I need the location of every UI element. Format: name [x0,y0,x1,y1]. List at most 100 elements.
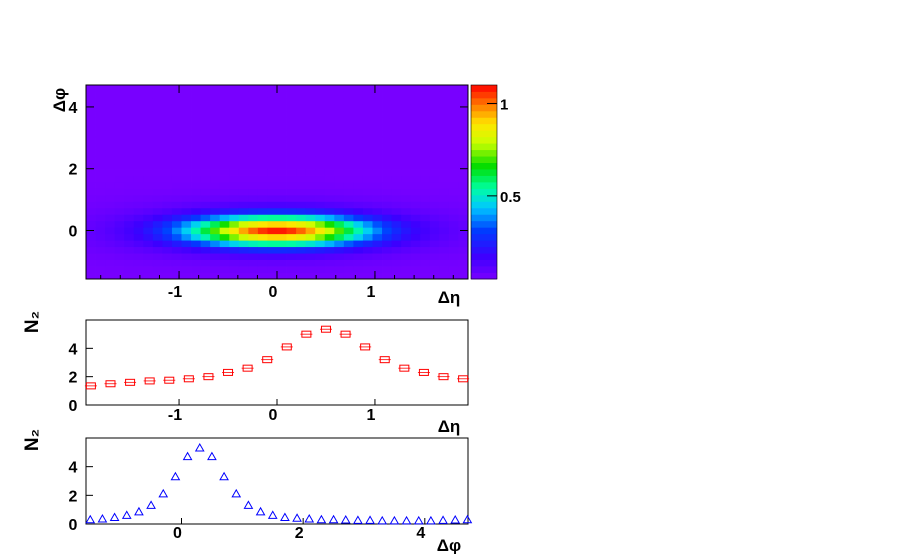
heatmap-cell [105,123,116,131]
heatmap-cell [343,220,354,228]
phi-plot-frame [85,437,469,525]
heatmap-cell [248,214,259,222]
heatmap-cell [95,123,106,131]
heatmap-cell [382,220,392,228]
heatmap-cell [439,175,450,183]
heatmap-cell [181,85,192,92]
heatmap-cell [439,130,450,138]
heatmap-cell [162,214,173,222]
heatmap-cell [334,272,345,280]
heatmap-cell [267,104,278,112]
colorbar-segment [471,201,497,209]
heatmap-cell [238,259,249,267]
heatmap-cell [86,162,96,170]
heatmap-cell [181,182,192,189]
heatmap-cell [420,253,431,260]
heatmap-cell [353,97,364,105]
heatmap-cell [343,266,354,273]
heatmap-cell [439,253,450,260]
colorbar-segment [471,117,497,125]
heatmap-cell [277,259,287,267]
heatmap-cell [382,85,392,92]
heatmap-cell [124,162,135,170]
heatmap-cell [238,233,249,241]
heatmap-cell [420,207,431,215]
heatmap-cell [448,272,459,280]
heatmap-cell [362,156,373,163]
heatmap-cell [86,182,96,189]
heatmap-cell [229,201,240,209]
heatmap-cell [133,156,144,163]
heatmap-cell [286,175,297,183]
data-point [146,500,156,509]
heatmap-ytick-label: 0 [69,224,78,241]
heatmap-cell [133,233,144,241]
heatmap-cell [391,259,402,267]
heatmap-cell [143,246,154,254]
heatmap-cell [429,156,440,163]
heatmap-cell [210,266,221,273]
heatmap-cell [105,162,116,170]
heatmap-cell [105,130,116,138]
heatmap-cell [162,85,173,92]
colorbar-segment [471,266,497,273]
heatmap-cell [439,246,450,254]
heatmap-cell [391,194,402,202]
heatmap-cell [229,91,240,99]
heatmap-cell [248,156,259,163]
heatmap-cell [286,253,297,260]
heatmap-cell [334,266,345,273]
heatmap-cell [401,85,412,92]
heatmap-cell [105,272,116,280]
heatmap-cell [171,104,182,112]
heatmap-cell [200,194,211,202]
heatmap-cell [181,97,192,105]
heatmap-cell [382,233,392,241]
heatmap-cell [86,149,96,157]
heatmap-cell [248,117,259,125]
heatmap-cell [219,272,230,280]
heatmap-cell [267,130,278,138]
heatmap-cell [133,220,144,228]
colorbar-segment [471,259,497,267]
heatmap-cell [248,253,259,260]
heatmap-yticklabels: 0 2 4 [69,100,78,241]
heatmap-cell [410,85,421,92]
heatmap-cell [181,188,192,196]
heatmap-cell [114,182,125,189]
heatmap-cell [305,246,316,254]
heatmap-cell [86,104,96,112]
heatmap-cell [353,246,364,254]
heatmap-cell [429,214,440,222]
heatmap-cell [362,162,373,170]
heatmap-cell [105,143,116,151]
heatmap-cell [86,220,96,228]
heatmap-ylabel: Δφ [50,88,69,112]
heatmap-cell [105,91,116,99]
heatmap-cell [296,130,307,138]
heatmap-cell [229,85,240,92]
heatmap-cell [86,201,96,209]
heatmap-cell [105,259,116,267]
heatmap-cell [315,130,326,138]
heatmap-cell [219,123,230,131]
heatmap-xtick-label: -1 [168,284,182,301]
heatmap-cell [210,104,221,112]
heatmap-cell [296,149,307,157]
heatmap-cell [286,130,297,138]
heatmap-cell [382,136,392,144]
heatmap-cell [334,117,345,125]
heatmap-cell [372,175,383,183]
heatmap-cell [420,123,431,131]
heatmap-cell [162,240,173,248]
heatmap-cell [105,188,116,196]
heatmap-cell [343,259,354,267]
heatmap-cell [200,175,211,183]
heatmap-cell [429,143,440,151]
heatmap-cell [95,227,106,235]
heatmap-cell [86,272,96,280]
heatmap-cell [305,253,316,260]
heatmap-cell [229,259,240,267]
heatmap-cell [305,110,316,118]
heatmap-cell [267,246,278,254]
